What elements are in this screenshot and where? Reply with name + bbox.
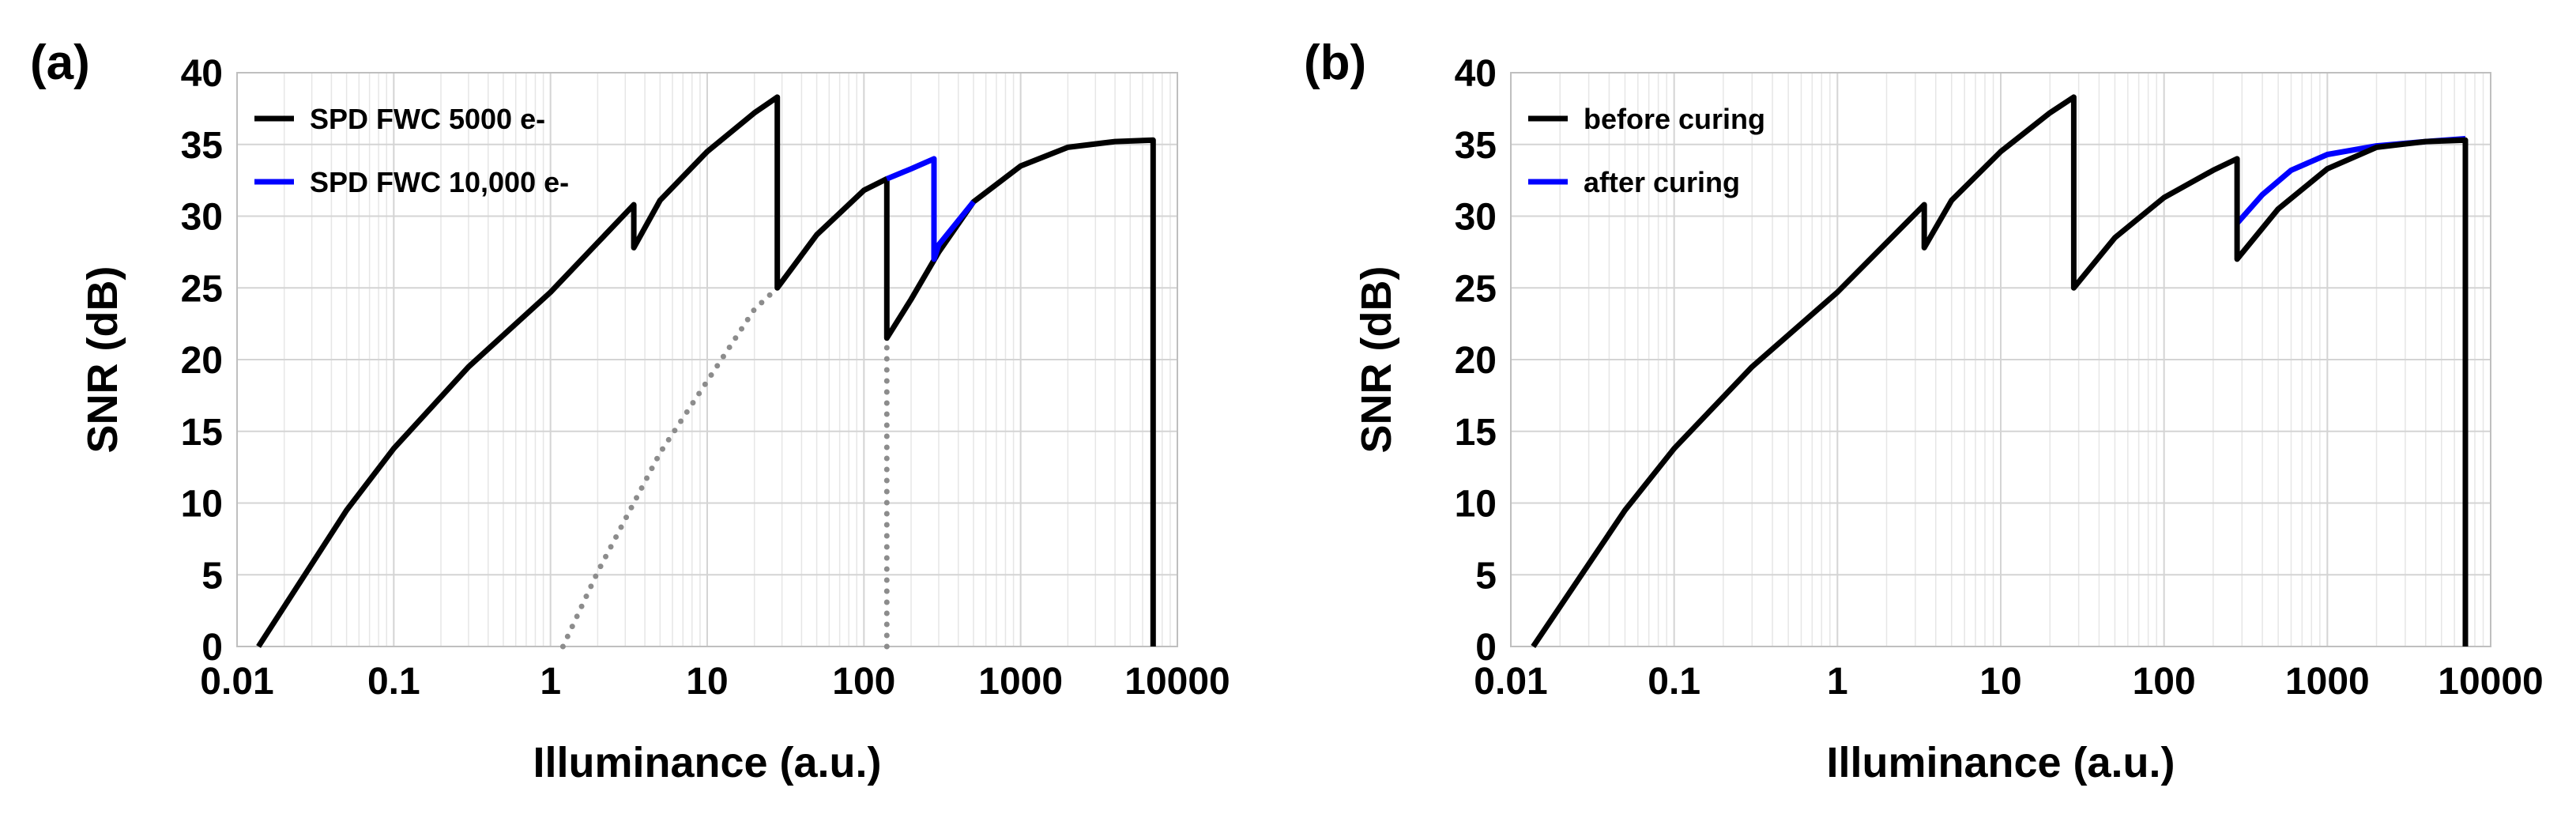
y-tick-label: 35: [1455, 125, 1497, 167]
legend: SPD FWC 5000 e- SPD FWC 10,000 e-: [254, 103, 569, 198]
y-tick-label: 10: [181, 484, 223, 526]
x-tick-label: 100: [2133, 661, 2196, 703]
x-tick-label: 10000: [2438, 661, 2543, 703]
series-line-before-curing: [1531, 94, 2469, 648]
y-tick-label: 10: [1455, 484, 1497, 526]
y-tick-label: 20: [181, 340, 223, 382]
y-tick-label: 0: [201, 627, 223, 669]
x-tick-label: 10: [1979, 661, 2021, 703]
major-gridlines: [1510, 72, 2491, 647]
y-tick-label: 25: [1455, 268, 1497, 310]
panel-label: (a): [30, 36, 90, 90]
x-tick-label: 10: [686, 661, 728, 703]
x-axis-title: Illuminance (a.u.): [1826, 739, 2175, 786]
series-line-after-curing: [2235, 136, 2466, 225]
chart-panel-a: 0 5 10 15 20 25 30 35 40 0.01 0.1 1 10 100 1000 10000 Il…: [30, 36, 1230, 786]
y-tick-label: 30: [181, 197, 223, 239]
x-tick-label: 0.01: [200, 661, 273, 703]
x-tick-label: 1000: [2285, 661, 2370, 703]
plot-area-border: [236, 72, 1178, 647]
y-tick-label: 5: [1475, 555, 1497, 597]
y-tick-label: 0: [1475, 627, 1497, 669]
y-tick-label: 25: [181, 268, 223, 310]
panel-label: (b): [1304, 36, 1366, 90]
y-tick-label: 35: [181, 125, 223, 167]
x-axis-title: Illuminance (a.u.): [533, 739, 881, 786]
chart-panel-b: 0 5 10 15 20 25 30 35 40 0.01 0.1 1 10 100 1000 10000 Il…: [1304, 36, 2544, 786]
legend-label: before curing: [1584, 103, 1765, 135]
plot-area-border: [1510, 72, 2491, 647]
series-line-spd-fwc-10-000-e-: [885, 156, 976, 262]
y-tick-label: 20: [1455, 340, 1497, 382]
legend: before curing after curing: [1528, 103, 1765, 198]
x-tick-label: 0.1: [367, 661, 420, 703]
x-tick-label: 10000: [1124, 661, 1230, 703]
y-tick-label: 15: [1455, 412, 1497, 454]
x-tick-label: 1: [1827, 661, 1848, 703]
x-tick-label: 1000: [978, 661, 1063, 703]
x-tick-label: 0.01: [1474, 661, 1547, 703]
x-tick-label: 1: [540, 661, 561, 703]
legend-label: SPD FWC 10,000 e-: [310, 166, 569, 198]
y-tick-label: 40: [181, 53, 223, 95]
y-tick-label: 40: [1455, 53, 1497, 95]
legend-label: after curing: [1584, 166, 1740, 198]
projection-dotted-line: [559, 175, 890, 650]
y-tick-label: 30: [1455, 197, 1497, 239]
y-tick-label: 15: [181, 412, 223, 454]
x-tick-label: 0.1: [1648, 661, 1700, 703]
legend-label: SPD FWC 5000 e-: [310, 103, 545, 135]
y-axis-title: SNR (dB): [79, 266, 126, 454]
y-tick-label: 5: [201, 555, 223, 597]
y-axis-title: SNR (dB): [1353, 266, 1400, 454]
x-tick-label: 100: [832, 661, 895, 703]
series-line-spd-fwc-5000-e-: [256, 94, 1156, 648]
